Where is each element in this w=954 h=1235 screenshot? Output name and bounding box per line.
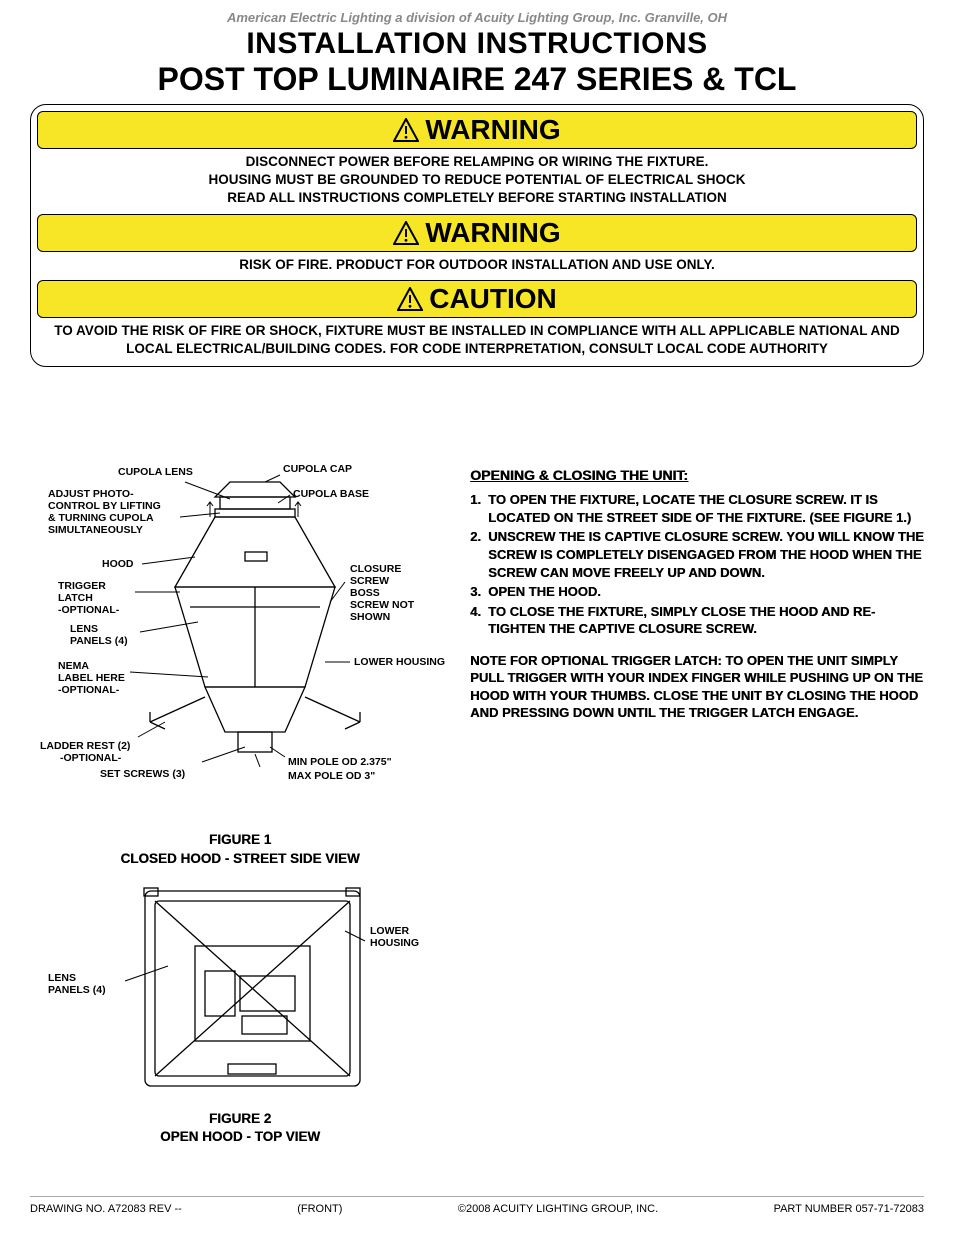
warning-bar-1: WARNING xyxy=(37,111,917,149)
subtitle: POST TOP LUMINAIRE 247 SERIES & TCL xyxy=(30,61,924,98)
warning-bar-2: WARNING xyxy=(37,214,917,252)
lbl-min-pole: MIN POLE OD 2.375" xyxy=(288,756,392,768)
lbl-closure: CLOSURE SCREW BOSS SCREW NOT SHOWN xyxy=(350,563,417,623)
warning-text-2: RISK OF FIRE. PRODUCT FOR OUTDOOR INSTAL… xyxy=(37,256,917,274)
instructions-heading: OPENING & CLOSING THE UNIT: xyxy=(470,467,924,483)
figure-2-diagram: LENS PANELS (4) LOWER HOUSING xyxy=(30,876,460,1106)
warning-icon xyxy=(393,221,419,245)
warning-label-2: WARNING xyxy=(425,217,560,249)
lbl2-lower-housing: LOWER HOUSING xyxy=(370,925,419,949)
footer: DRAWING NO. A72083 REV -- (FRONT) ©2008 … xyxy=(30,1196,924,1215)
footer-copyright: ©2008 ACUITY LIGHTING GROUP, INC. xyxy=(458,1203,658,1215)
lbl-adjust: ADJUST PHOTO- CONTROL BY LIFTING & TURNI… xyxy=(48,488,164,536)
lbl-set-screws: SET SCREWS (3) xyxy=(100,768,185,780)
warning-box: WARNING DISCONNECT POWER BEFORE RELAMPIN… xyxy=(30,104,924,367)
figure-1-caption: FIGURE 1 CLOSED HOOD - STREET SIDE VIEW xyxy=(30,831,450,867)
warning-label-1: WARNING xyxy=(425,114,560,146)
lbl-cupola-lens: CUPOLA LENS xyxy=(118,466,193,478)
instructions-steps: 1.TO OPEN THE FIXTURE, LOCATE THE CLOSUR… xyxy=(470,491,924,637)
footer-part-number: PART NUMBER 057-71-72083 xyxy=(774,1203,924,1215)
instructions-note: NOTE FOR OPTIONAL TRIGGER LATCH: TO OPEN… xyxy=(470,652,924,722)
warning-icon xyxy=(397,287,423,311)
lbl-trigger: TRIGGER LATCH -OPTIONAL- xyxy=(58,580,120,616)
caution-bar: CAUTION xyxy=(37,280,917,318)
lbl-nema: NEMA LABEL HERE -OPTIONAL- xyxy=(58,660,128,696)
company-line: American Electric Lighting a division of… xyxy=(30,10,924,25)
lbl-lower-housing: LOWER HOUSING xyxy=(354,656,445,668)
lbl-cupola-base: CUPOLA BASE xyxy=(293,488,369,500)
lbl2-lens-panels: LENS PANELS (4) xyxy=(48,972,106,996)
figure-1-diagram: CUPOLA CAP CUPOLA LENS CUPOLA BASE ADJUS… xyxy=(30,457,460,827)
lbl-cupola-cap: CUPOLA CAP xyxy=(283,463,352,475)
lbl-lens-panels: LENS PANELS (4) xyxy=(70,623,128,647)
caution-text: TO AVOID THE RISK OF FIRE OR SHOCK, FIXT… xyxy=(37,322,917,358)
warning-icon xyxy=(393,118,419,142)
caution-label: CAUTION xyxy=(429,283,557,315)
figure-2-caption: FIGURE 2 OPEN HOOD - TOP VIEW xyxy=(30,1110,450,1146)
main-title: INSTALLATION INSTRUCTIONS xyxy=(30,27,924,61)
lbl-hood: HOOD xyxy=(102,558,134,570)
footer-drawing-no: DRAWING NO. A72083 REV -- xyxy=(30,1203,182,1215)
lbl-ladder: LADDER REST (2) -OPTIONAL- xyxy=(40,740,133,764)
warning-text-1: DISCONNECT POWER BEFORE RELAMPING OR WIR… xyxy=(37,153,917,208)
lbl-max-pole: MAX POLE OD 3" xyxy=(288,770,375,782)
footer-front: (FRONT) xyxy=(297,1203,342,1215)
